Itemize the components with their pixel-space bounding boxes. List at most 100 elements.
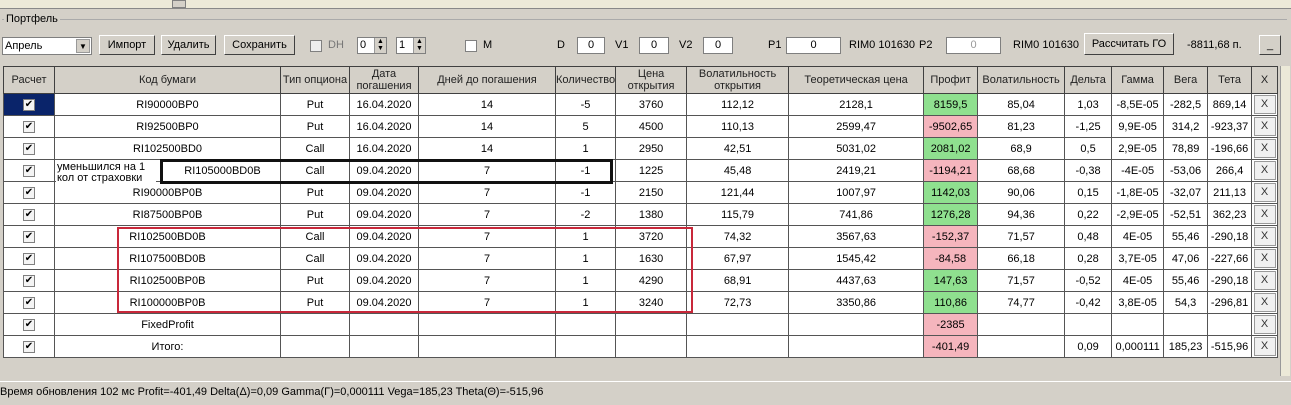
delete-row-button[interactable]: X [1253, 227, 1276, 246]
column-header[interactable]: Количество [554, 66, 617, 94]
table-row[interactable]: ✔ Итого: -401,49 0,09 0,000111 185,23 -515,96 X [3, 335, 1279, 358]
cell-date [349, 335, 419, 358]
dh-label: DH [328, 39, 344, 51]
delete-row-button[interactable]: X [1253, 161, 1276, 180]
delete-row-button[interactable]: X [1253, 315, 1276, 334]
cell-gamma: -4E-05 [1111, 159, 1165, 182]
delete-row-button[interactable]: X [1253, 95, 1276, 114]
spin-arrows-icon[interactable]: ▲ ▼ [374, 38, 386, 53]
delete-row-button[interactable]: X [1253, 139, 1276, 158]
p1-input[interactable]: 0 [786, 37, 841, 54]
calc-checkbox[interactable]: ✔ [23, 186, 35, 199]
calculate-go-button[interactable]: Рассчитать ГО [1084, 33, 1174, 55]
cell-qty: 1 [554, 137, 617, 160]
table-row[interactable]: ✔ RI100000BP0B Put 09.04.2020 7 1 3240 72,73 335… [3, 291, 1279, 314]
calc-checkbox[interactable]: ✔ [23, 120, 35, 133]
table-row[interactable]: ✔ FixedProfit -2385 X [3, 313, 1279, 336]
calc-checkbox[interactable]: ✔ [23, 318, 35, 331]
cell-date: 09.04.2020 [349, 225, 419, 248]
calc-checkbox[interactable]: ✔ [23, 164, 35, 177]
month-select[interactable]: Апрель ▼ [2, 37, 92, 55]
spin-arrows-icon[interactable]: ▲ ▼ [413, 38, 425, 53]
cell-theta: -290,18 [1207, 269, 1253, 292]
spin-2[interactable]: 1 ▲ ▼ [396, 37, 426, 54]
v2-input[interactable]: 0 [703, 37, 733, 54]
delete-cell: X [1251, 247, 1279, 270]
calc-cell: ✔ [3, 247, 55, 270]
portfolio-group [2, 19, 1287, 379]
cell-price: 2150 [615, 181, 688, 204]
table-row[interactable]: ✔ RI87500BP0B Put 09.04.2020 7 -2 1380 115,79 74… [3, 203, 1279, 226]
column-header[interactable]: Волатильность открытия [686, 66, 790, 94]
calc-checkbox[interactable]: ✔ [23, 340, 35, 353]
cell-vega: 55,46 [1163, 269, 1209, 292]
v1-input[interactable]: 0 [639, 37, 669, 54]
dh-checkbox[interactable] [310, 40, 322, 52]
table-row[interactable]: ✔ RI105000BD0B Call 09.04.2020 7 -1 1225 45,48 2… [3, 159, 1279, 182]
column-header[interactable]: Цена открытия [615, 66, 688, 94]
delete-cell: X [1251, 313, 1279, 336]
column-header[interactable]: Теоретическая цена [788, 66, 925, 94]
column-header[interactable]: Дельта [1064, 66, 1113, 94]
d-input[interactable]: 0 [577, 37, 605, 54]
cell-date [349, 313, 419, 336]
cell-date: 09.04.2020 [349, 291, 419, 314]
cell-code: RI90000BP0B [54, 181, 281, 204]
table-row[interactable]: ✔ RI102500BD0 Call 16.04.2020 14 1 2950 42,51 50… [3, 137, 1279, 160]
calc-checkbox[interactable]: ✔ [23, 296, 35, 309]
minimize-button[interactable]: _ [1259, 35, 1281, 55]
column-header[interactable]: Тип опциона [280, 66, 350, 94]
table-row[interactable]: ✔ RI90000BP0B Put 09.04.2020 7 -1 2150 121,44 10… [3, 181, 1279, 204]
column-header[interactable]: Расчет [3, 66, 55, 94]
delete-button[interactable]: Удалить [161, 35, 216, 55]
scroll-thumb[interactable] [172, 0, 186, 8]
cell-profit: -1194,21 [923, 159, 979, 182]
cell-days [418, 335, 556, 358]
delete-row-button[interactable]: X [1253, 337, 1276, 356]
cell-vega: 54,3 [1163, 291, 1209, 314]
column-header[interactable]: Гамма [1111, 66, 1165, 94]
calc-checkbox[interactable]: ✔ [23, 230, 35, 243]
delete-cell: X [1251, 203, 1279, 226]
column-header[interactable]: X [1251, 66, 1279, 94]
chevron-down-icon[interactable]: ▼ [76, 39, 90, 53]
column-header[interactable]: Тета [1207, 66, 1253, 94]
cell-profit: 1142,03 [923, 181, 979, 204]
cell-code: Итого: [54, 335, 281, 358]
cell-vol-open: 67,97 [686, 247, 790, 270]
column-header[interactable]: Волатильность [977, 66, 1066, 94]
table-row[interactable]: ✔ RI102500BD0B Call 09.04.2020 7 1 3720 74,32 35… [3, 225, 1279, 248]
import-button[interactable]: Импорт [99, 35, 155, 55]
vertical-scrollbar[interactable] [1280, 66, 1290, 376]
top-scrollbar[interactable] [0, 0, 1291, 9]
column-header[interactable]: Профит [923, 66, 979, 94]
column-header[interactable]: Вега [1163, 66, 1209, 94]
cell-qty: -2 [554, 203, 617, 226]
cell-vol: 68,9 [977, 137, 1066, 160]
column-header[interactable]: Дата погашения [349, 66, 419, 94]
column-header[interactable]: Дней до погашения [418, 66, 556, 94]
m-checkbox[interactable] [465, 40, 477, 52]
calc-checkbox[interactable]: ✔ [23, 142, 35, 155]
delete-row-button[interactable]: X [1253, 205, 1276, 224]
calc-checkbox[interactable]: ✔ [23, 252, 35, 265]
delete-row-button[interactable]: X [1253, 293, 1276, 312]
cell-vol: 85,04 [977, 93, 1066, 116]
delete-row-button[interactable]: X [1253, 117, 1276, 136]
calc-checkbox[interactable]: ✔ [23, 98, 35, 111]
spin-1[interactable]: 0 ▲ ▼ [357, 37, 387, 54]
delete-row-button[interactable]: X [1253, 183, 1276, 202]
delete-row-button[interactable]: X [1253, 271, 1276, 290]
delete-row-button[interactable]: X [1253, 249, 1276, 268]
calc-checkbox[interactable]: ✔ [23, 208, 35, 221]
cell-gamma: 2,9E-05 [1111, 137, 1165, 160]
save-button[interactable]: Сохранить [224, 35, 295, 55]
cell-vega: 314,2 [1163, 115, 1209, 138]
calc-checkbox[interactable]: ✔ [23, 274, 35, 287]
table-row[interactable]: ✔ RI92500BP0 Put 16.04.2020 14 5 4500 110,13 259… [3, 115, 1279, 138]
table-row[interactable]: ✔ RI90000BP0 Put 16.04.2020 14 -5 3760 112,12 21… [3, 93, 1279, 116]
p2-input[interactable]: 0 [946, 37, 1001, 54]
cell-vol-open: 42,51 [686, 137, 790, 160]
cell-theo: 5031,02 [788, 137, 925, 160]
column-header[interactable]: Код бумаги [54, 66, 281, 94]
